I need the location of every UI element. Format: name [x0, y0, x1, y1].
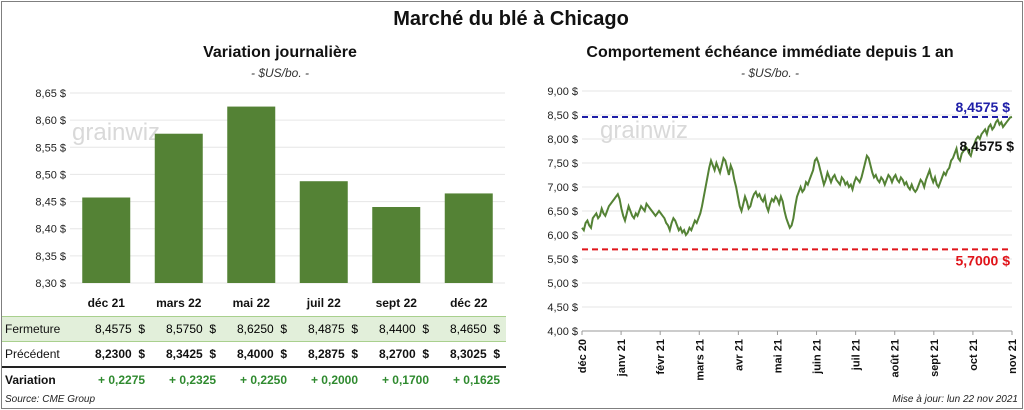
right-chart-grid [582, 90, 1012, 332]
left-bar [372, 207, 421, 283]
left-y-tick-label: 8,35 $ [35, 251, 66, 263]
right-x-tick-label: nov 21 [1007, 339, 1019, 374]
right-y-tick-label: 7,00 $ [547, 182, 578, 194]
row-label: Précédent [5, 347, 60, 361]
precedent-cell-0: 8,2300 $ [95, 347, 146, 361]
left-watermark: grainwiz [72, 119, 160, 146]
precedent-cell-5: 8,3025 $ [449, 347, 500, 361]
right-y-tick-label: 9,00 $ [547, 86, 578, 98]
precedent-cell-2: 8,4000 $ [236, 347, 288, 361]
right-chart-subtitle: - $US/bo. - [740, 66, 800, 80]
left-bar [82, 197, 131, 283]
fermeture-cell-0: 8,4575 $ [95, 322, 146, 336]
precedent-cell-1: 8,3425 $ [165, 347, 217, 361]
left-y-tick-label: 8,55 $ [35, 142, 66, 154]
variation-cell-1: + 0,2325 [169, 373, 217, 387]
fermeture-cell-2: 8,6250 $ [236, 322, 288, 336]
row-label: Fermeture [2, 316, 81, 342]
right-x-tick-label: juil 21 [851, 339, 863, 371]
right-y-tick-label: 4,00 $ [547, 326, 578, 338]
left-x-tick-label: mars 22 [156, 296, 202, 310]
left-y-tick-label: 8,45 $ [35, 197, 66, 209]
right-x-tick-label: mars 21 [694, 339, 706, 381]
left-x-tick-label: déc 22 [450, 296, 488, 310]
right-y-tick-label: 5,50 $ [547, 254, 578, 266]
right-x-tick-label: août 21 [890, 339, 902, 378]
variation-cell-3: + 0,2000 [310, 373, 359, 387]
right-chart-reference-lines: 8,4575 $ 5,7000 $ [582, 99, 1012, 268]
right-y-tick-label: 7,50 $ [547, 158, 578, 170]
fermeture-cell-5: 8,4650 $ [449, 322, 500, 336]
left-y-tick-label: 8,50 $ [35, 169, 66, 181]
right-chart-y-ticks: 4,00 $ 4,50 $ 5,00 $ 5,50 $ 6,00 $ 6,50 $ 7,00… [547, 86, 578, 338]
variation-cell-4: + 0,1700 [381, 373, 429, 387]
variation-cell-5: + 0,1625 [452, 373, 500, 387]
left-x-tick-label: sept 22 [376, 296, 418, 310]
precedent-cell-4: 8,2700 $ [378, 347, 429, 361]
right-x-tick-label: déc 20 [577, 339, 589, 373]
right-chart-series-line [581, 116, 1013, 238]
right-x-tick-label: juin 21 [812, 339, 824, 375]
left-chart-y-ticks: 8,30 $ 8,35 $ 8,40 $ 8,45 $ 8,50 $ 8,55 $ 8,60… [35, 88, 66, 290]
right-x-tick-label: janv 21 [616, 339, 628, 377]
right-y-tick-label: 8,00 $ [547, 134, 578, 146]
right-y-tick-label: 6,50 $ [547, 206, 578, 218]
source-note: Source: CME Group [5, 394, 96, 405]
left-y-tick-label: 8,60 $ [35, 115, 66, 127]
left-x-tick-label: juil 22 [306, 296, 341, 310]
left-x-tick-label: mai 22 [233, 296, 271, 310]
table-row-fermeture: Fermeture 8,4575 $ 8,5750 $ 8,6250 $ 8,4… [2, 316, 506, 342]
right-x-tick-label: sept 21 [929, 339, 941, 377]
fermeture-cell-1: 8,5750 $ [165, 322, 217, 336]
left-y-tick-label: 8,40 $ [35, 224, 66, 236]
left-bar [154, 133, 203, 283]
left-y-tick-label: 8,65 $ [35, 88, 66, 100]
fermeture-cell-4: 8,4400 $ [378, 322, 429, 336]
price-table: Fermeture 8,4575 $ 8,5750 $ 8,6250 $ 8,4… [2, 316, 506, 392]
table-row-precedent: Précédent 8,2300 $ 8,3425 $ 8,4000 $ 8,2… [2, 342, 506, 368]
page-title: Marché du blé à Chicago [393, 8, 629, 30]
right-y-tick-label: 6,00 $ [547, 230, 578, 242]
right-y-tick-label: 4,50 $ [547, 302, 578, 314]
row-label: Variation [2, 366, 81, 392]
fermeture-cell-3: 8,4875 $ [307, 322, 359, 336]
right-y-tick-label: 8,50 $ [547, 110, 578, 122]
right-watermark: grainwiz [600, 117, 688, 144]
left-bar [227, 106, 276, 283]
reference-line-label: 8,4575 $ [956, 99, 1011, 115]
left-chart-title: Variation journalière [203, 44, 357, 61]
left-y-tick-label: 8,30 $ [35, 278, 66, 290]
left-bar [444, 193, 493, 283]
right-x-tick-label: févr 21 [655, 339, 667, 374]
left-chart-bars [82, 106, 493, 283]
variation-cell-2: + 0,2250 [239, 373, 288, 387]
precedent-cell-3: 8,2875 $ [307, 347, 359, 361]
left-bar [299, 181, 348, 283]
left-chart-grid [70, 92, 505, 284]
table-row-variation: Variation + 0,2275 + 0,2325 + 0,2250 + 0… [2, 366, 506, 392]
right-x-tick-label: oct 21 [968, 339, 980, 371]
update-note: Mise à jour: lun 22 nov 2021 [892, 394, 1018, 405]
last-value-label: 8,4575 $ [960, 138, 1015, 154]
left-x-tick-label: déc 21 [88, 296, 126, 310]
reference-line-label: 5,7000 $ [956, 252, 1011, 268]
right-x-tick-label: mai 21 [772, 339, 784, 373]
variation-cell-0: + 0,2275 [98, 373, 146, 387]
left-chart-x-ticks: déc 21 mars 22 mai 22 juil 22 sept 22 déc 22 [88, 296, 488, 310]
right-x-tick-label: avr 21 [733, 339, 745, 371]
right-y-tick-label: 5,00 $ [547, 278, 578, 290]
left-chart-subtitle: - $US/bo. - [250, 66, 310, 80]
right-chart-x-ticks: déc 20 janv 21 févr 21 mars 21 avr 21 mai 21 j… [577, 331, 1019, 381]
left-bar-chart: grainwiz 8,30 $8,35 $8,40 $8,45 $8,50 $8… [35, 88, 505, 310]
right-line-chart: grainwiz 8,4575 $ 5,7000 $ 4,00 $ 4,50 $ 5,… [547, 86, 1019, 381]
right-chart-title: Comportement échéance immédiate depuis 1… [586, 44, 954, 61]
